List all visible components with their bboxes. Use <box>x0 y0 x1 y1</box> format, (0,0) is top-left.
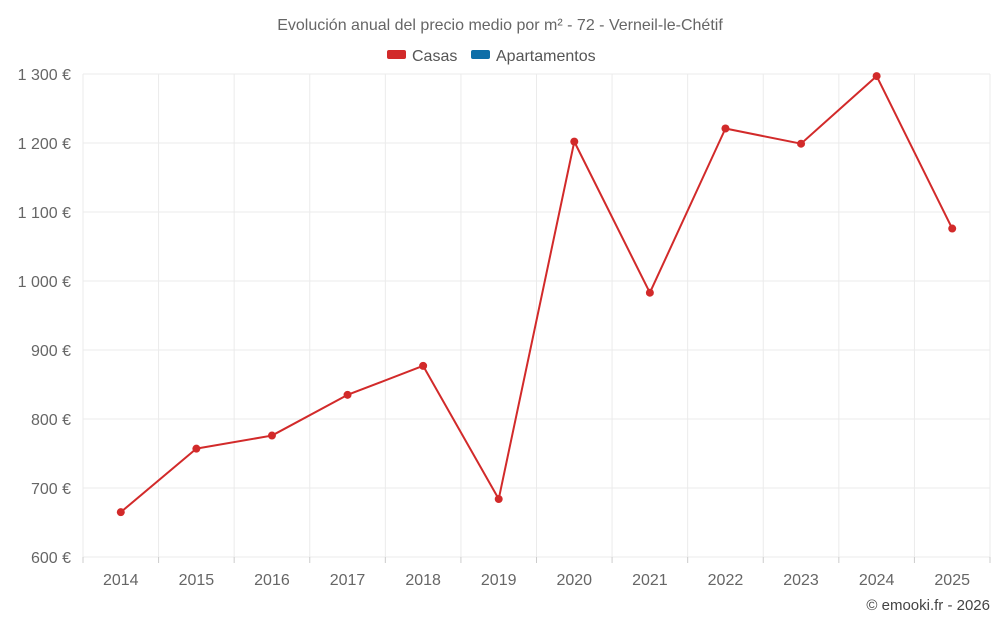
x-tick-label: 2017 <box>330 572 366 589</box>
data-point-casas[interactable] <box>419 361 428 370</box>
data-point-casas[interactable] <box>267 431 276 440</box>
data-point-casas[interactable] <box>721 124 730 133</box>
x-tick-label: 2016 <box>254 572 290 589</box>
data-point-casas[interactable] <box>343 390 352 399</box>
grid <box>82 73 991 563</box>
legend: Casas Apartamentos <box>387 48 596 65</box>
y-tick-label: 700 € <box>31 481 71 498</box>
x-axis-ticks: 2014 2015 2016 2017 2018 2019 2020 2021 2022 2023… <box>103 572 970 589</box>
x-tick-label: 2021 <box>632 572 668 589</box>
series-line-casas <box>120 75 954 513</box>
data-point-casas[interactable] <box>797 139 806 148</box>
x-tick-label: 2020 <box>556 572 592 589</box>
series-casas <box>116 72 957 517</box>
credit: © emooki.fr - 2026 <box>866 597 990 614</box>
y-tick-label: 1 100 € <box>18 205 71 222</box>
y-tick-label: 600 € <box>31 550 71 567</box>
legend-item-casas[interactable]: Casas <box>387 48 457 65</box>
legend-swatch-casas <box>387 50 406 59</box>
y-tick-label: 800 € <box>31 412 71 429</box>
data-point-casas[interactable] <box>645 288 654 297</box>
data-point-casas[interactable] <box>116 508 125 517</box>
x-tick-label: 2025 <box>934 572 970 589</box>
chart-title: Evolución anual del precio medio por m² … <box>277 17 723 34</box>
data-point-casas[interactable] <box>192 444 201 453</box>
data-point-casas[interactable] <box>494 495 503 504</box>
x-tick-label: 2024 <box>859 572 895 589</box>
x-tick-label: 2022 <box>708 572 744 589</box>
y-tick-label: 900 € <box>31 343 71 360</box>
y-tick-label: 1 200 € <box>18 136 71 153</box>
y-tick-label: 1 000 € <box>18 274 71 291</box>
legend-label-casas: Casas <box>412 48 457 65</box>
y-axis-ticks: 600 € 700 € 800 € 900 € 1 000 € 1 100 € 1 200 … <box>18 67 71 567</box>
data-point-casas[interactable] <box>570 137 579 146</box>
data-point-casas[interactable] <box>872 72 881 81</box>
x-tick-label: 2015 <box>179 572 215 589</box>
x-tick-label: 2014 <box>103 572 139 589</box>
x-tick-label: 2023 <box>783 572 819 589</box>
data-point-casas[interactable] <box>948 224 957 233</box>
x-tick-label: 2018 <box>405 572 441 589</box>
y-tick-label: 1 300 € <box>18 67 71 84</box>
legend-item-apartamentos[interactable]: Apartamentos <box>471 48 596 65</box>
x-tick-label: 2019 <box>481 572 517 589</box>
legend-swatch-apartamentos <box>471 50 490 59</box>
legend-label-apartamentos: Apartamentos <box>496 48 596 65</box>
